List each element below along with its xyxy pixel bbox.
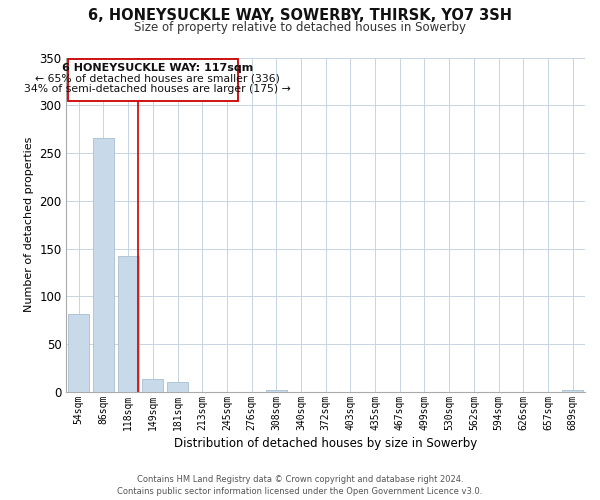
Text: Contains HM Land Registry data © Crown copyright and database right 2024.
Contai: Contains HM Land Registry data © Crown c… xyxy=(118,474,482,496)
Bar xyxy=(266,390,287,392)
FancyBboxPatch shape xyxy=(68,60,238,100)
Text: 6, HONEYSUCKLE WAY, SOWERBY, THIRSK, YO7 3SH: 6, HONEYSUCKLE WAY, SOWERBY, THIRSK, YO7… xyxy=(88,8,512,22)
Bar xyxy=(93,138,114,392)
Bar xyxy=(118,256,139,392)
Text: 6 HONEYSUCKLE WAY: 117sqm: 6 HONEYSUCKLE WAY: 117sqm xyxy=(62,63,253,73)
Bar xyxy=(562,390,583,392)
X-axis label: Distribution of detached houses by size in Sowerby: Distribution of detached houses by size … xyxy=(174,437,478,450)
Text: 34% of semi-detached houses are larger (175) →: 34% of semi-detached houses are larger (… xyxy=(25,84,291,94)
Text: Size of property relative to detached houses in Sowerby: Size of property relative to detached ho… xyxy=(134,21,466,34)
Text: ← 65% of detached houses are smaller (336): ← 65% of detached houses are smaller (33… xyxy=(35,74,280,84)
Bar xyxy=(68,314,89,392)
Y-axis label: Number of detached properties: Number of detached properties xyxy=(24,137,34,312)
Bar xyxy=(142,378,163,392)
Bar xyxy=(167,382,188,392)
